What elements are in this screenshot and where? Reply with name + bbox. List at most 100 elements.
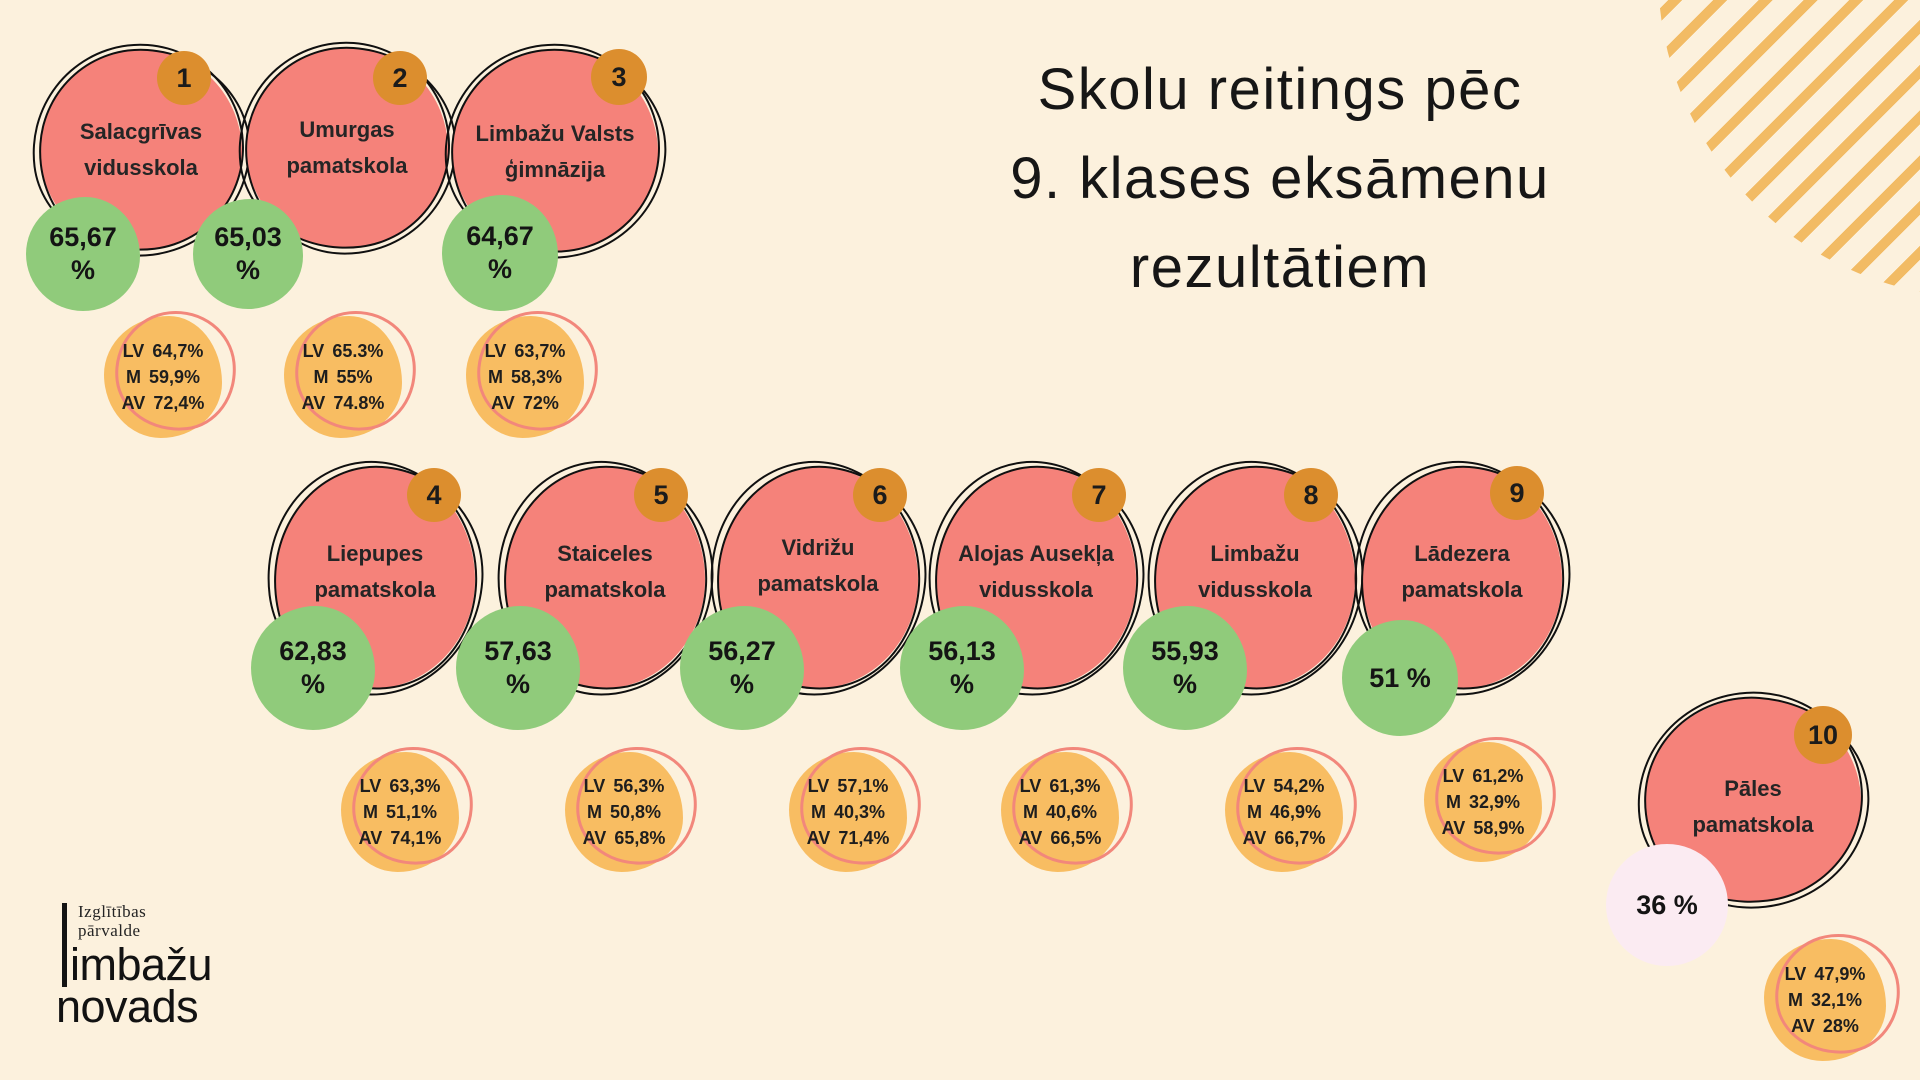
stat-row-m: M 50,8% — [587, 799, 661, 825]
stat-label: AV — [491, 393, 515, 413]
school-name-line: pamatskola — [1401, 577, 1523, 602]
stat-row-av: AV 28% — [1791, 1013, 1859, 1039]
stat-label: LV — [1442, 766, 1465, 786]
rank-badge: 8 — [1284, 468, 1338, 522]
stats-blob: LV 63,3% M 51,1% AV 74,1% — [341, 752, 459, 872]
score-unit: % — [729, 669, 754, 699]
stat-row-av: AV 74,1% — [359, 825, 442, 851]
rank-badge: 5 — [634, 468, 688, 522]
stat-value: 40,6% — [1045, 802, 1098, 822]
school-name-line: Lādezera — [1414, 541, 1510, 566]
stat-label: LV — [359, 776, 382, 796]
stat-label: AV — [1018, 828, 1043, 848]
stat-row-av: AV 66,7% — [1243, 825, 1326, 851]
stat-value: 66,5% — [1050, 828, 1102, 848]
stats-blob: LV 65.3% M 55% AV 74.8% — [284, 316, 402, 438]
stats-blob: LV 61,3% M 40,6% AV 66,5% — [1001, 752, 1119, 872]
stat-value: 58,9% — [1473, 818, 1525, 838]
stat-value: 63,3% — [389, 776, 441, 796]
stat-row-av: AV 58,9% — [1442, 815, 1525, 841]
stats-blob: LV 47,9% M 32,1% AV 28% — [1764, 939, 1886, 1061]
stat-label: AV — [121, 393, 146, 413]
score-value: 36 % — [1636, 889, 1698, 920]
stat-label: M — [1787, 990, 1803, 1010]
score-value: 55,93 — [1151, 636, 1219, 666]
score-unit: % — [1172, 669, 1197, 699]
score-value: 51 % — [1369, 662, 1431, 693]
stat-value: 74.8% — [333, 393, 385, 413]
school-name-line: vidusskola — [979, 577, 1093, 602]
score-circle: 36 % — [1606, 844, 1728, 966]
stat-value: 54,2% — [1273, 776, 1325, 796]
stat-label: M — [1022, 802, 1038, 822]
score-unit: % — [505, 669, 530, 699]
score-circle: 51 % — [1342, 620, 1458, 736]
stat-label: M — [362, 802, 378, 822]
page-title: Skolu reitings pēc 9. klases eksāmenu re… — [880, 45, 1680, 312]
score-circle: 65,03% — [193, 199, 303, 309]
stats-blob: LV 64,7% M 59,9% AV 72,4% — [104, 316, 222, 438]
stat-value: 32,9% — [1468, 792, 1521, 812]
school-name-line: Limbažu Valsts — [475, 121, 635, 146]
school-name-line: pamatskola — [757, 571, 879, 596]
stat-row-lv: LV 61,3% — [1020, 773, 1101, 799]
school-name: Limbažu Valsts ģimnāzija — [445, 116, 665, 188]
stat-label: LV — [583, 776, 606, 796]
stat-row-lv: LV 63,7% — [485, 338, 566, 364]
stat-label: M — [586, 802, 602, 822]
stats-blob: LV 54,2% M 46,9% AV 66,7% — [1225, 752, 1343, 872]
stat-value: 65.3% — [332, 341, 384, 361]
stat-label: M — [125, 367, 141, 387]
stat-value: 51,1% — [385, 802, 438, 822]
stat-value: 71,4% — [838, 828, 890, 848]
stat-row-lv: LV 56,3% — [584, 773, 665, 799]
stat-value: 61,3% — [1049, 776, 1101, 796]
title-line: 9. klases eksāmenu — [1010, 146, 1550, 211]
school-name-line: Vidrižu — [781, 535, 855, 560]
stat-row-m: M 58,3% — [488, 364, 562, 390]
stat-label: M — [487, 367, 503, 387]
stat-value: 66,7% — [1274, 828, 1326, 848]
score-unit: % — [487, 254, 512, 284]
rank-badge: 7 — [1072, 468, 1126, 522]
stat-row-lv: LV 54,2% — [1244, 773, 1325, 799]
stat-label: AV — [582, 828, 607, 848]
stat-value: 40,3% — [833, 802, 886, 822]
stat-value: 32,1% — [1810, 990, 1863, 1010]
logo-vertical-bar — [62, 903, 67, 987]
school-name-line: pamatskola — [1692, 812, 1814, 837]
stat-row-m: M 51,1% — [363, 799, 437, 825]
stat-row-av: AV 71,4% — [807, 825, 890, 851]
school-name-line: vidusskola — [1198, 577, 1312, 602]
stat-label: AV — [1242, 828, 1267, 848]
score-value: 64,67 — [466, 221, 534, 251]
rank-badge: 4 — [407, 468, 461, 522]
logo-municipality-text: imbažu novads — [56, 942, 213, 1029]
stat-label: M — [810, 802, 826, 822]
stat-value: 55% — [336, 367, 373, 387]
school-name: Lādezera pamatskola — [1362, 536, 1562, 608]
stats-blob: LV 61,2% M 32,9% AV 58,9% — [1424, 742, 1542, 862]
school-name: Alojas Ausekļa vidusskola — [926, 536, 1146, 608]
stat-row-m: M 55% — [313, 364, 372, 390]
stat-value: 74,1% — [390, 828, 442, 848]
score-value: 65,67 — [49, 222, 117, 252]
rank-badge: 2 — [373, 51, 427, 105]
stat-row-lv: LV 63,3% — [360, 773, 441, 799]
score-unit: % — [300, 669, 325, 699]
stats-blob: LV 56,3% M 50,8% AV 65,8% — [565, 752, 683, 872]
score-unit: % — [949, 669, 974, 699]
rank-badge: 1 — [157, 51, 211, 105]
stat-value: 72% — [522, 393, 559, 413]
stat-label: LV — [302, 341, 325, 361]
stat-row-m: M 40,3% — [811, 799, 885, 825]
school-name: Umurgas pamatskola — [247, 112, 447, 184]
stat-row-m: M 32,1% — [1788, 987, 1862, 1013]
rank-badge: 9 — [1490, 466, 1544, 520]
title-line: rezultātiem — [1129, 235, 1431, 300]
school-name-line: Staiceles — [557, 541, 653, 566]
logo-big-line: imbažu — [70, 939, 213, 990]
stat-value: 46,9% — [1269, 802, 1322, 822]
rank-badge: 10 — [1794, 706, 1852, 764]
stat-label: M — [1246, 802, 1262, 822]
